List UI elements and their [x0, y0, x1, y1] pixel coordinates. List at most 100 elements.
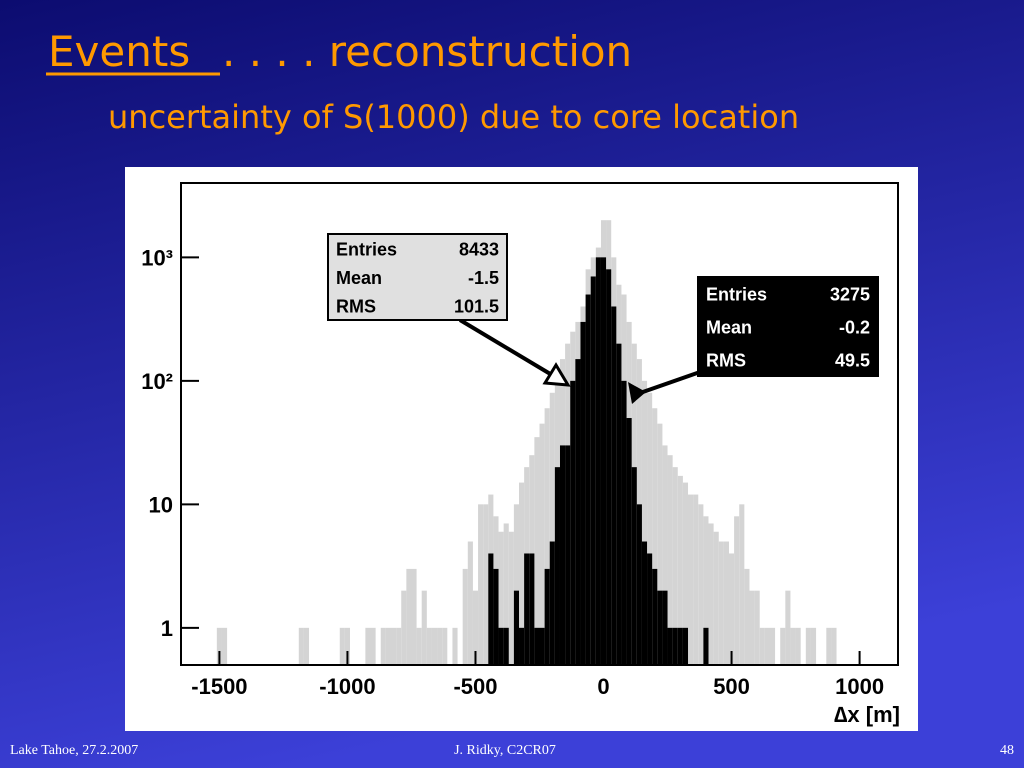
histogram-bar	[713, 531, 719, 665]
stat-box	[327, 233, 508, 321]
histogram-bar	[785, 590, 791, 665]
histogram-bar	[698, 504, 704, 665]
histogram-bar	[641, 380, 648, 665]
stat-value: -1.5	[468, 268, 499, 288]
histogram-bar	[744, 568, 750, 665]
histogram-bar	[667, 455, 673, 665]
arrowhead	[542, 362, 571, 387]
histogram-bar	[810, 627, 817, 665]
histogram-bar	[385, 627, 391, 665]
y-tick-label: 10³	[141, 245, 173, 270]
footer-right: 48	[1000, 743, 1014, 758]
y-tick-label: 10²	[141, 369, 173, 394]
histogram-bar	[442, 627, 448, 665]
histogram-bar	[580, 321, 586, 665]
histogram-bar	[631, 467, 637, 665]
histogram-bar	[677, 627, 683, 665]
histogram-bar	[611, 306, 617, 665]
histogram-bar	[769, 627, 776, 665]
histogram-bar	[734, 516, 740, 665]
histogram-bar	[508, 531, 514, 665]
histogram-bar	[380, 627, 386, 665]
stat-label: Mean	[706, 318, 752, 338]
histogram-bar	[534, 627, 540, 665]
x-tick-label: -1000	[319, 674, 375, 699]
histogram-bar	[539, 423, 545, 665]
x-tick-label: -1500	[191, 674, 247, 699]
histogram-bar	[519, 482, 525, 665]
histogram-bar	[805, 627, 811, 665]
histogram-bar	[657, 423, 663, 665]
histogram-bar	[529, 553, 535, 665]
stat-box	[697, 276, 879, 377]
histogram-bar	[667, 627, 673, 665]
histogram-bar	[662, 590, 668, 665]
stat-value: 49.5	[835, 351, 870, 371]
histogram-bar	[739, 504, 745, 665]
histogram-bar	[519, 627, 525, 665]
histogram-bar	[652, 408, 658, 665]
plot-frame	[180, 182, 899, 666]
histogram-bar	[764, 627, 770, 665]
histogram-bar	[636, 504, 642, 665]
histogram-bar	[790, 627, 796, 665]
footer-center: J. Ridky, C2CR07	[454, 743, 556, 758]
histogram-bar	[703, 516, 709, 665]
arrow	[639, 370, 701, 395]
histogram-bar	[503, 523, 509, 665]
histogram-bar	[401, 590, 407, 665]
histogram-bar	[483, 504, 489, 665]
histogram-bar	[575, 359, 581, 665]
histogram-bar	[544, 408, 550, 665]
histogram-bar	[570, 380, 576, 665]
histogram-bar	[682, 627, 689, 665]
histogram-bar	[426, 627, 432, 665]
histogram-bar	[831, 627, 837, 665]
histogram-bar	[728, 553, 735, 665]
histogram-bar	[488, 553, 494, 665]
histogram-bar	[595, 257, 601, 665]
y-tick-label: 1	[161, 616, 173, 641]
histogram-bar	[452, 627, 458, 665]
footer-left: Lake Tahoe, 27.2.2007	[10, 743, 138, 758]
histogram-bar	[524, 553, 530, 665]
arrowhead	[628, 382, 646, 404]
stat-boxes: Entries 8433 Mean -1.5 RMS 101.5 Entries 3275 Me…	[327, 233, 879, 377]
histogram-bar	[544, 568, 550, 665]
histogram-bar	[688, 494, 694, 665]
histogram-bar	[411, 568, 417, 665]
subtitle: uncertainty of S(1000) due to core locat…	[108, 98, 799, 136]
histogram-bar	[344, 627, 351, 665]
histogram-bar	[303, 627, 310, 665]
x-tick-label: 500	[713, 674, 750, 699]
histogram-bar	[416, 627, 422, 665]
histogram-bar	[662, 445, 668, 665]
stat-label: RMS	[706, 351, 746, 371]
histogram-bar	[682, 482, 689, 665]
histogram-bar	[647, 553, 653, 665]
histogram-bar	[606, 269, 612, 665]
histogram-bar	[467, 541, 473, 665]
histogram-bar	[298, 627, 304, 665]
histogram-bar	[396, 627, 402, 665]
histogram-bar	[462, 568, 468, 665]
histogram-bar	[754, 590, 760, 665]
histogram-bar	[478, 504, 484, 665]
histogram-bar	[826, 627, 832, 665]
histogram-bar	[365, 627, 371, 665]
histogram-bar	[549, 392, 555, 665]
title-main: Events	[48, 27, 190, 76]
histogram-bar	[216, 627, 222, 665]
histogram-bar	[708, 523, 714, 665]
stat-value: 101.5	[454, 297, 499, 317]
histogram-bar	[339, 627, 345, 665]
stat-value: 3275	[830, 285, 870, 305]
stat-value: 8433	[459, 239, 499, 259]
x-tick-label: -500	[453, 674, 497, 699]
histogram-bar	[590, 276, 596, 665]
histogram-bar	[759, 627, 765, 665]
histogram-bar	[390, 627, 397, 665]
histogram-bar	[554, 467, 560, 665]
histogram-bar	[498, 627, 504, 665]
